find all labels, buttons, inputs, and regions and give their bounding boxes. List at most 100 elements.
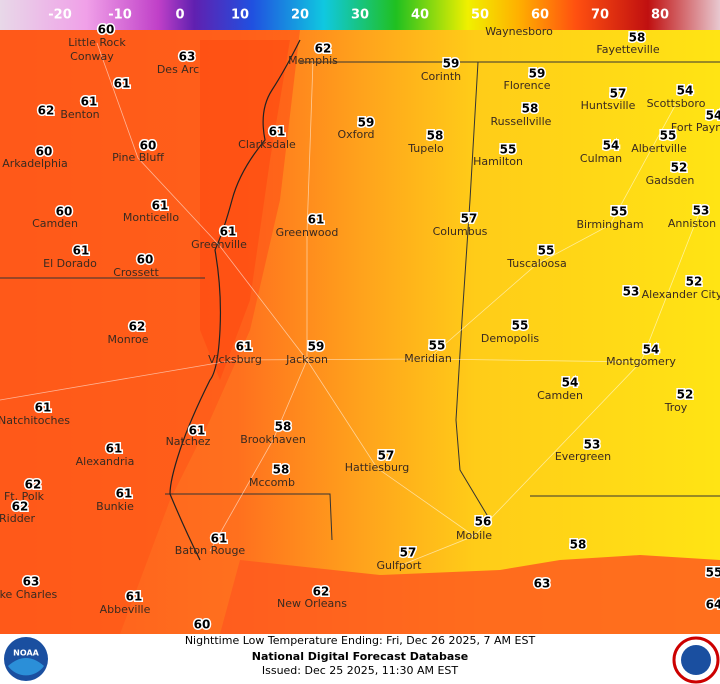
temperature-value: 61 <box>220 225 237 239</box>
city-name: El Dorado <box>43 257 97 270</box>
city-name: Ridder <box>0 512 35 525</box>
temperature-value: 60 <box>140 139 157 153</box>
city-name: Mccomb <box>249 476 295 489</box>
city-name: Demopolis <box>481 332 540 345</box>
delta-region <box>200 40 290 380</box>
temperature-value: 55 <box>611 205 628 219</box>
temperature-value: 61 <box>211 532 228 546</box>
temperature-value: 63 <box>23 575 40 589</box>
city-name: Tuscaloosa <box>506 257 567 270</box>
nws-logo-inner <box>681 645 711 675</box>
temperature-value: 54 <box>603 139 620 153</box>
legend-tick-label: -20 <box>48 8 72 23</box>
city-name: Russellville <box>491 115 552 128</box>
temperature-value: 56 <box>475 515 492 529</box>
temperature-value: 61 <box>116 487 133 501</box>
temperature-value: 62 <box>38 104 55 118</box>
city-name: Natchitoches <box>0 414 70 427</box>
temperature-value: 60 <box>36 145 53 159</box>
temperature-value: 61 <box>73 244 90 258</box>
legend-tick-label: 50 <box>471 8 489 23</box>
city-name: Greenville <box>191 238 247 251</box>
temperature-value: 60 <box>56 205 73 219</box>
city-name: Alexandria <box>76 455 135 468</box>
footer-bg <box>0 634 720 684</box>
city-name: Albertville <box>631 142 687 155</box>
temperature-value: 53 <box>623 285 640 299</box>
city-name: Monroe <box>108 333 149 346</box>
city-name: Scottsboro <box>647 97 706 110</box>
temperature-value: 59 <box>529 67 546 81</box>
city-name: Crossett <box>113 266 159 279</box>
city-name: Fort Payne <box>671 121 720 134</box>
legend-tick-label: 0 <box>175 8 184 23</box>
temperature-value: 61 <box>126 590 143 604</box>
legend-bar <box>0 0 720 30</box>
temperature-value: 62 <box>313 585 330 599</box>
temperature-value: 57 <box>378 449 395 463</box>
city-name: Gulfport <box>377 559 423 572</box>
city-name: Florence <box>504 79 551 92</box>
legend-tick-label: 80 <box>651 8 669 23</box>
temperature-value: 58 <box>275 420 292 434</box>
temperature-value: 61 <box>35 401 52 415</box>
city-name: Memphis <box>288 54 338 67</box>
footer-issued: Issued: Dec 25 2025, 11:30 AM EST <box>262 664 459 677</box>
city-name: Montgomery <box>606 355 676 368</box>
temperature-value: 54 <box>706 109 720 123</box>
temperature-value: 54 <box>643 343 660 357</box>
city-name: Columbus <box>433 225 488 238</box>
city-name: Camden <box>32 217 78 230</box>
city-name: Baton Rouge <box>175 544 246 557</box>
temperature-value: 58 <box>522 102 539 116</box>
city-name: Little Rock <box>68 36 126 49</box>
city-name: Meridian <box>404 352 452 365</box>
temperature-value: 57 <box>610 87 627 101</box>
temperature-value: 62 <box>129 320 146 334</box>
city-name: New Orleans <box>277 597 347 610</box>
city-name: Waynesboro <box>485 25 553 38</box>
city-name: Conway <box>70 50 114 63</box>
legend-tick-label: 40 <box>411 8 429 23</box>
city-name: Ft. Polk <box>4 490 45 503</box>
gulf <box>220 555 720 634</box>
state-borders <box>0 61 720 541</box>
temperature-value: 61 <box>269 125 286 139</box>
legend-tick-label: 60 <box>531 8 549 23</box>
city-name: Natchez <box>166 435 211 448</box>
temperature-value: 62 <box>25 478 42 492</box>
city-name: Anniston <box>668 217 716 230</box>
temperature-labels: 60 63 62 59 59 58 61 62 61 57 54 54 58 55 61 59 58 60 60 55… <box>10 21 720 633</box>
temperature-value: 53 <box>584 438 601 452</box>
river <box>169 39 301 561</box>
city-name: Hattiesburg <box>345 461 409 474</box>
city-name: Lake Charles <box>0 588 58 601</box>
city-name: Alexander City <box>642 288 720 301</box>
temperature-value: 59 <box>443 57 460 71</box>
noaa-logo-wave <box>8 658 44 676</box>
temperature-value: 57 <box>461 212 478 226</box>
city-name: Pine Bluff <box>112 151 164 164</box>
temperature-value: 59 <box>358 116 375 130</box>
noaa-logo-text: NOAA <box>13 649 39 658</box>
city-name: Troy <box>664 401 688 414</box>
temperature-value: 63 <box>534 577 551 591</box>
city-name: Vicksburg <box>208 353 262 366</box>
temperature-value: 55 <box>500 143 517 157</box>
temperature-value: 61 <box>236 340 253 354</box>
temperature-value: 60 <box>98 23 115 37</box>
legend-tick-label: 10 <box>231 8 249 23</box>
temperature-value: 54 <box>562 376 579 390</box>
temperature-value: 55 <box>660 129 677 143</box>
temperature-value: 62 <box>12 500 29 514</box>
temperature-value: 61 <box>189 424 206 438</box>
city-name: Benton <box>60 108 99 121</box>
city-name: Mobile <box>456 529 492 542</box>
footer-title: National Digital Forecast Database <box>252 650 469 663</box>
legend-tick-label: 20 <box>291 8 309 23</box>
city-name: Culman <box>580 152 622 165</box>
legend: -20 -10 0 10 20 30 40 50 60 70 80 <box>48 8 669 23</box>
legend-tick-label: 70 <box>591 8 609 23</box>
city-name: Hamilton <box>473 155 523 168</box>
